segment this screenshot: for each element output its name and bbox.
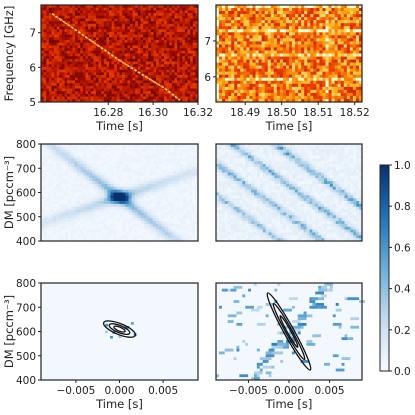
colorbar-tick-label: 1.0: [394, 160, 411, 172]
y-tick-label: 500: [16, 212, 36, 224]
contour-line: [279, 315, 299, 348]
contour-line: [272, 302, 306, 361]
panel-frame: [215, 4, 363, 103]
x-tick-label: 16.30: [138, 107, 168, 119]
y-tick-label: 6: [204, 72, 211, 84]
y-axis-label: DM [pccm⁻³]: [2, 156, 16, 229]
y-tick-label: 600: [16, 188, 36, 200]
x-tick-label: 18.49: [230, 107, 260, 119]
x-tick-label: 0.005: [315, 385, 345, 397]
y-axis-label: Frequency [GHz]: [2, 6, 16, 102]
y-tick-label: 800: [16, 278, 36, 290]
x-tick-label: 0.000: [104, 385, 134, 397]
y-tick-label: 7: [204, 36, 211, 48]
colorbar-tick-label: 0.4: [394, 284, 411, 296]
y-tick-label: 800: [16, 139, 36, 151]
x-tick-label: 0.005: [148, 385, 178, 397]
panel-frame: [215, 143, 363, 242]
colorbar-tick-label: 0.6: [394, 242, 411, 254]
contour-line: [113, 325, 126, 333]
colorbar: [379, 164, 390, 372]
y-tick-label: 400: [16, 236, 36, 248]
x-tick-label: −0.005: [56, 385, 95, 397]
y-tick-label: 700: [16, 302, 36, 314]
x-tick-label: 18.52: [340, 107, 370, 119]
heatmap-dynamic-spectrum-1: [41, 5, 199, 103]
y-axis-label: DM [pccm⁻³]: [2, 295, 16, 368]
colorbar-tick-label: 0.2: [394, 325, 411, 337]
y-tick-label: 5: [29, 97, 36, 109]
heatmap-dm-time-1: [41, 144, 199, 242]
y-tick-label: 700: [16, 163, 36, 175]
colorbar-tick-label: 0.8: [394, 201, 411, 213]
x-axis-label: Time [s]: [95, 397, 143, 411]
heatmap-dynamic-spectrum-2: [216, 5, 363, 103]
y-tick-label: 6: [29, 62, 36, 74]
y-tick-label: 600: [16, 327, 36, 339]
x-axis-label: Time [s]: [265, 119, 313, 133]
x-axis-label: Time [s]: [265, 397, 313, 411]
y-tick-label: 400: [16, 375, 36, 387]
x-axis-label: Time [s]: [95, 119, 143, 133]
contour-line: [266, 292, 312, 371]
burst-sweep-core: [51, 13, 181, 101]
y-tick-label: 7: [29, 28, 36, 40]
x-tick-label: −0.005: [229, 385, 268, 397]
x-tick-label: 16.28: [93, 107, 123, 119]
x-tick-label: 16.32: [183, 107, 213, 119]
x-tick-label: 0.000: [274, 385, 304, 397]
colorbar-tick-label: 0.0: [394, 366, 411, 378]
heatmap-dm-time-2: [216, 144, 363, 242]
contour-line: [108, 323, 131, 336]
panel-frame: [40, 4, 199, 103]
y-tick-label: 500: [16, 351, 36, 363]
x-tick-label: 18.50: [267, 107, 297, 119]
contour-line: [102, 320, 137, 338]
x-tick-label: 18.51: [303, 107, 333, 119]
